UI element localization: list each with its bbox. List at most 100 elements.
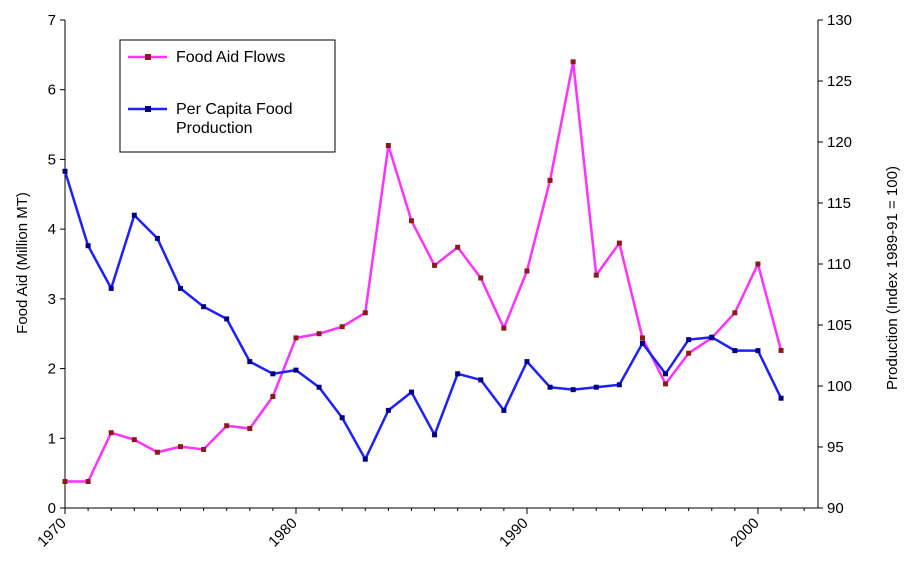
data-point: [547, 384, 553, 390]
legend-label-production-line2: Production: [176, 120, 253, 137]
x-axis: 1970 1980 1990 2000: [34, 508, 805, 551]
data-point: [108, 430, 114, 436]
right-tick-label: 95: [827, 439, 844, 456]
data-point: [663, 371, 669, 377]
data-point: [224, 316, 230, 322]
data-point: [524, 268, 530, 274]
data-point: [616, 240, 622, 246]
legend-marker-food-aid: [145, 54, 151, 60]
left-tick-label: 5: [48, 151, 56, 168]
legend-label-production: Per Capita Food Production: [176, 101, 297, 137]
data-point: [686, 337, 692, 343]
data-point: [408, 389, 414, 395]
data-point: [85, 479, 91, 485]
right-tick-label: 110: [827, 256, 851, 273]
series-line: [63, 170, 783, 461]
data-point: [154, 235, 160, 241]
data-point: [639, 340, 645, 346]
right-tick-label: 115: [827, 195, 851, 212]
data-point: [154, 449, 160, 455]
data-point: [639, 335, 645, 341]
right-tick-label: 100: [827, 378, 852, 395]
data-point: [316, 331, 322, 337]
left-tick-label: 3: [48, 291, 56, 308]
data-point: [201, 446, 207, 452]
data-point: [686, 350, 692, 356]
data-point: [593, 384, 599, 390]
legend-label-production-line1: Per Capita Food: [176, 101, 293, 118]
data-point: [339, 415, 345, 421]
data-point: [293, 335, 299, 341]
data-point: [408, 218, 414, 224]
data-point: [385, 142, 391, 148]
left-tick-label: 7: [48, 12, 56, 29]
data-point: [270, 371, 276, 377]
data-point: [177, 444, 183, 450]
data-point: [293, 367, 299, 373]
left-tick-label: 6: [48, 82, 56, 99]
data-point: [177, 285, 183, 291]
x-tick-label: 1980: [265, 515, 301, 551]
data-point: [732, 310, 738, 316]
x-tick-label: 1990: [496, 515, 532, 551]
right-tick-label: 125: [827, 73, 852, 90]
x-tick-label: 2000: [727, 515, 763, 551]
left-y-axis: 0 1 2 3 4 5 6 7: [48, 12, 65, 517]
data-point: [108, 285, 114, 291]
data-point: [247, 359, 253, 365]
data-point: [524, 359, 530, 365]
data-point: [755, 261, 761, 267]
data-point: [455, 244, 461, 250]
data-point: [778, 395, 784, 401]
data-point: [593, 272, 599, 278]
data-point: [432, 432, 438, 438]
data-point: [131, 212, 137, 218]
data-point: [385, 407, 391, 413]
left-tick-label: 2: [48, 361, 56, 378]
data-point: [663, 381, 669, 387]
data-point: [778, 347, 784, 353]
data-point: [316, 384, 322, 390]
data-point: [478, 377, 484, 383]
right-tick-label: 120: [827, 134, 852, 151]
data-point: [755, 348, 761, 354]
data-point: [455, 371, 461, 377]
x-tick-label: 1970: [34, 515, 70, 551]
data-point: [270, 393, 276, 399]
data-point: [62, 479, 68, 485]
right-tick-label: 130: [827, 12, 852, 29]
data-point: [362, 456, 368, 462]
data-point: [732, 348, 738, 354]
right-tick-label: 90: [827, 500, 844, 517]
data-point: [570, 59, 576, 65]
data-point: [85, 243, 91, 249]
data-point: [339, 324, 345, 330]
data-point: [709, 334, 715, 340]
right-y-axis: 90 95 100 105 110 115 120 125 130: [818, 12, 852, 517]
data-point: [501, 407, 507, 413]
data-point: [201, 304, 207, 310]
series-line: [65, 60, 783, 483]
right-tick-label: 105: [827, 317, 852, 334]
data-point: [362, 310, 368, 316]
legend-item-food-aid: Food Aid Flows: [128, 49, 285, 66]
series-production: [62, 168, 784, 462]
legend-item-production: Per Capita Food Production: [128, 101, 297, 137]
legend-marker-production: [145, 106, 151, 112]
series-layer: [62, 59, 784, 485]
left-axis-title: Food Aid (Million MT): [14, 192, 31, 334]
right-axis-title: Production (Index 1989-91 = 100): [884, 166, 901, 390]
data-point: [570, 387, 576, 393]
series-food-aid: [62, 59, 784, 485]
legend: Food Aid Flows Per Capita Food Productio…: [119, 39, 336, 153]
data-point: [224, 423, 230, 429]
data-point: [62, 168, 68, 174]
left-tick-label: 0: [48, 500, 56, 517]
data-point: [478, 275, 484, 281]
data-point: [547, 177, 553, 183]
data-point: [432, 262, 438, 268]
data-point: [616, 382, 622, 388]
legend-label-food-aid: Food Aid Flows: [176, 49, 285, 66]
data-point: [247, 426, 253, 432]
